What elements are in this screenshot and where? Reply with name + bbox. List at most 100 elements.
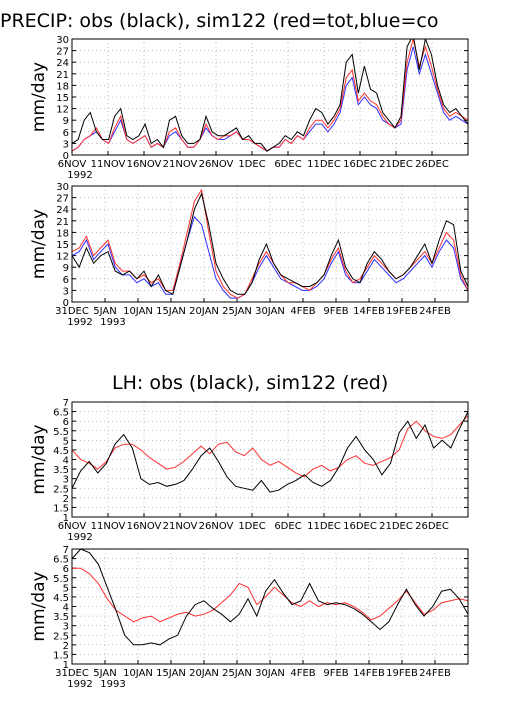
y-tick-label: 27 [56, 47, 69, 58]
x-tick-label: 1DEC [238, 159, 265, 170]
x-tick-label: 21DEC [379, 521, 413, 532]
x-tick-label: 21NOV [163, 159, 198, 170]
series-line-obs [72, 192, 468, 296]
y-tick-label: 12 [56, 252, 69, 263]
y-tick-label: 24 [56, 58, 69, 69]
y-tick-label: 2 [63, 494, 69, 505]
series-line-obs [72, 549, 468, 646]
x-tick-label: 5JAN [93, 306, 116, 317]
x-tick-label: 14FEB [353, 306, 385, 317]
x-year-label-2: 1993 [100, 679, 125, 690]
x-year-label: 1992 [67, 317, 92, 328]
x-tick-label: 21NOV [163, 521, 198, 532]
y-tick-label: 3 [63, 475, 69, 486]
x-tick-label: 20JAN [189, 306, 219, 317]
y-tick-label: 30 [56, 35, 69, 46]
x-tick-label: 21DEC [379, 159, 413, 170]
lh-title: LH: obs (black), sim122 (red) [112, 372, 388, 394]
y-tick-label: 5.5 [53, 427, 69, 438]
x-tick-label: 14FEB [353, 668, 385, 679]
x-tick-label: 24FEB [419, 668, 451, 679]
y-tick-label: 7 [63, 545, 69, 556]
y-tick-label: 9 [63, 116, 69, 127]
x-tick-label: 25JAN [222, 668, 252, 679]
y-tick-label: 6.5 [53, 555, 69, 566]
x-tick-label: 26DEC [415, 159, 449, 170]
x-tick-label: 16NOV [127, 521, 162, 532]
y-tick-label: 3 [63, 139, 69, 150]
x-tick-label: 15JAN [156, 306, 186, 317]
x-tick-label: 6NOV [58, 159, 87, 170]
y-axis-label: mm/day [29, 571, 49, 641]
y-tick-label: 2.5 [53, 631, 69, 642]
y-tick-label: 15 [56, 93, 69, 104]
y-tick-label: 3.5 [53, 465, 69, 476]
y-tick-label: 6 [63, 417, 69, 428]
x-tick-label: 26NOV [199, 521, 234, 532]
y-tick-label: 3 [63, 622, 69, 633]
y-tick-label: 0 [63, 151, 69, 162]
y-tick-label: 0 [63, 298, 69, 309]
x-tick-label: 19FEB [386, 306, 418, 317]
plot-frame [71, 548, 469, 665]
plot-frame [71, 401, 469, 518]
x-tick-label: 1DEC [238, 521, 265, 532]
x-tick-label: 31DEC [55, 668, 89, 679]
x-tick-label: 11DEC [307, 521, 341, 532]
y-tick-label: 12 [56, 105, 69, 116]
series-line-obs [72, 411, 468, 493]
plot-frame [71, 185, 469, 303]
x-tick-label: 9FEB [323, 668, 348, 679]
y-tick-label: 4 [63, 603, 69, 614]
y-tick-label: 2 [63, 641, 69, 652]
x-tick-label: 30JAN [255, 668, 285, 679]
y-tick-label: 7 [63, 398, 69, 409]
x-tick-label: 26DEC [415, 521, 449, 532]
y-axis-label: mm/day [29, 209, 49, 279]
y-tick-label: 4 [63, 456, 69, 467]
y-tick-label: 30 [56, 182, 69, 193]
x-tick-label: 11DEC [307, 159, 341, 170]
x-tick-label: 16DEC [343, 159, 377, 170]
y-tick-label: 21 [56, 217, 69, 228]
y-tick-label: 1.5 [53, 650, 69, 661]
series-line-conv [72, 215, 468, 299]
y-tick-label: 6 [63, 275, 69, 286]
series-line-sim [72, 39, 468, 152]
y-tick-label: 5.5 [53, 574, 69, 585]
x-tick-label: 20JAN [189, 668, 219, 679]
y-tick-label: 1 [63, 513, 69, 524]
x-tick-label: 11NOV [91, 159, 126, 170]
y-tick-label: 2.5 [53, 484, 69, 495]
y-tick-label: 21 [56, 70, 69, 81]
x-tick-label: 6DEC [274, 521, 301, 532]
y-tick-label: 6 [63, 128, 69, 139]
precip-title: PRECIP: obs (black), sim122 (red=tot,blu… [0, 10, 438, 32]
x-year-label-2: 1993 [100, 317, 125, 328]
x-tick-label: 16NOV [127, 159, 162, 170]
x-tick-label: 10JAN [123, 306, 153, 317]
y-tick-label: 4.5 [53, 446, 69, 457]
x-tick-label: 15JAN [156, 668, 186, 679]
y-tick-label: 1 [63, 660, 69, 671]
x-tick-label: 30JAN [255, 306, 285, 317]
x-tick-label: 4FEB [290, 306, 315, 317]
x-year-label: 1992 [67, 532, 92, 543]
x-tick-label: 9FEB [323, 306, 348, 317]
x-tick-label: 16DEC [343, 521, 377, 532]
x-tick-label: 5JAN [93, 668, 116, 679]
y-tick-label: 24 [56, 205, 69, 216]
y-tick-label: 6 [63, 564, 69, 575]
x-tick-label: 25JAN [222, 306, 252, 317]
series-line-conv [72, 46, 468, 152]
y-tick-label: 4.5 [53, 593, 69, 604]
y-tick-label: 6.5 [53, 408, 69, 419]
x-tick-label: 6NOV [58, 521, 87, 532]
y-tick-label: 27 [56, 194, 69, 205]
y-tick-label: 9 [63, 263, 69, 274]
